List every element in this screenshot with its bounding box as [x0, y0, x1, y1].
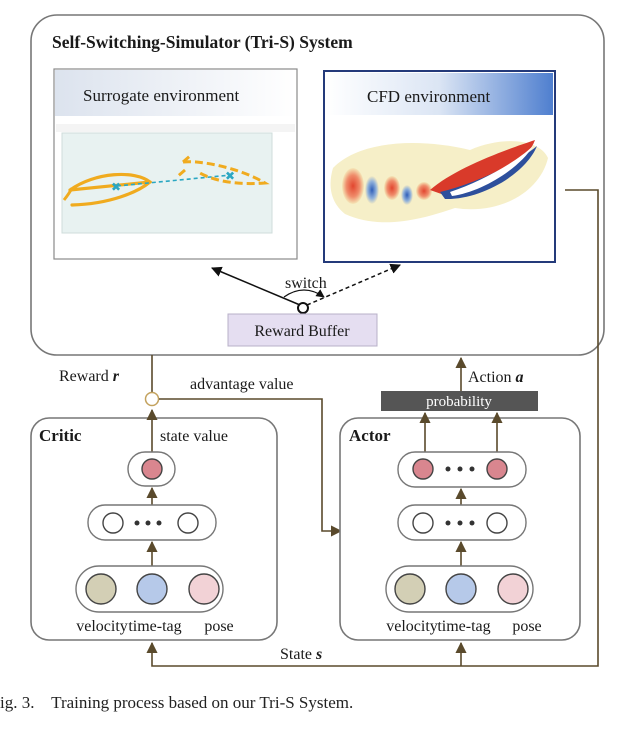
actor-timetag-node [445, 573, 477, 605]
critic-input-pose: pose [204, 618, 233, 635]
switch-label: switch [285, 275, 327, 292]
critic-input-velocity: velocity [76, 618, 128, 635]
state-loop-line [146, 189, 599, 667]
advantage-label: advantage value [190, 376, 294, 393]
state-label: State s [280, 646, 322, 663]
actor-velocity-node [394, 573, 426, 605]
advantage-arrow [159, 398, 343, 537]
cfd-fish-icon [430, 140, 535, 197]
probability-label: probability [426, 394, 492, 410]
actor-output-node-2 [486, 458, 508, 480]
critic-output-node [141, 458, 163, 480]
critic-velocity-node [85, 573, 117, 605]
reward-label: Reward r [59, 368, 120, 385]
switch-arrow-cfd [306, 263, 401, 306]
reward-buffer-label: Reward Buffer [254, 323, 350, 340]
cfd-environment-panel: CFD environment [323, 70, 556, 263]
critic-pose-node [188, 573, 220, 605]
actor-input-pose: pose [512, 618, 541, 635]
marker-start-icon: ✖ [111, 180, 121, 194]
probability-bar [381, 391, 538, 411]
figure-caption: ig. 3. Training process based on our Tri… [0, 693, 354, 712]
system-title: Self-Switching-Simulator (Tri-S) System [52, 32, 353, 52]
switch-pivot [297, 302, 309, 314]
actor-pose-node [497, 573, 529, 605]
actor-input-timetag: time-tag [437, 618, 490, 635]
surrogate-environment-panel: Surrogate environment ✖ ✖ [53, 68, 298, 260]
actor-input-velocity: velocity [386, 618, 438, 635]
action-label: Action a [468, 369, 524, 386]
actor-title: Actor [349, 426, 391, 445]
marker-end-icon: ✖ [225, 169, 235, 183]
fish-solid-icon [68, 172, 153, 207]
critic-title: Critic [39, 426, 82, 445]
switch-arrow-surrogate [211, 266, 301, 306]
sum-node [144, 391, 160, 407]
state-value-label: state value [160, 428, 228, 445]
fish-dashed-icon [177, 154, 270, 186]
actor-output-node-1 [412, 458, 434, 480]
reward-buffer-box [227, 313, 378, 347]
critic-timetag-node [136, 573, 168, 605]
critic-input-timetag: time-tag [128, 618, 181, 635]
cfd-label: CFD environment [367, 87, 491, 106]
surrogate-label: Surrogate environment [83, 86, 240, 105]
